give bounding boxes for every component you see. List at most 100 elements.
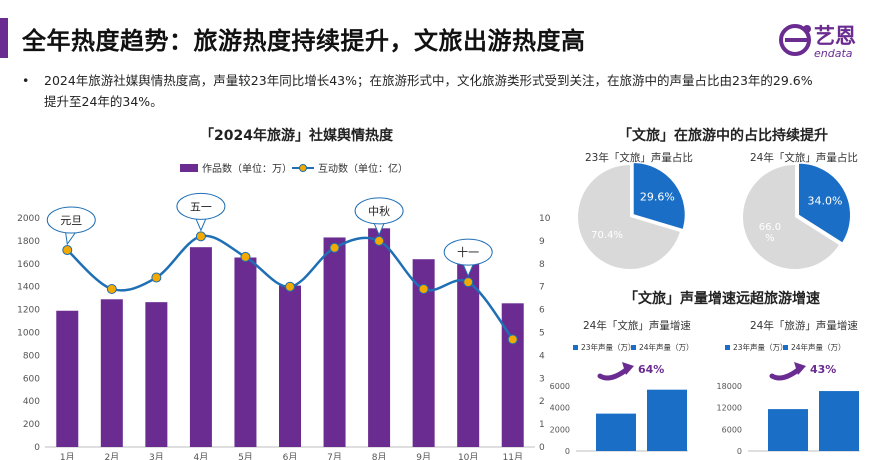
growth-1-arrow-head-icon	[794, 362, 806, 375]
x-tick-label: 3月	[149, 452, 164, 460]
callout-label: 五一	[190, 200, 212, 213]
callout-tail-mask	[372, 216, 387, 223]
pie-1-rest-label: 66.0	[759, 222, 781, 233]
growth-1-legend-label: 23年声量（万）	[733, 342, 788, 352]
line-point-4月	[195, 231, 206, 242]
callout-tail-mask	[193, 212, 208, 219]
growth-section-title: 「文旅」声量增速远超旅游增速	[624, 291, 820, 307]
growth-1-legend-label: 24年声量（万）	[791, 342, 846, 352]
growth-0-legend-swatch	[573, 345, 578, 350]
y-right-tick-label: 5	[539, 329, 545, 339]
x-tick-label: 8月	[372, 452, 387, 460]
growth-1-legend-swatch	[783, 345, 788, 350]
growth-0-legend-label: 23年声量（万）	[581, 342, 636, 352]
bullet-marker: •	[22, 73, 30, 88]
logo-text-cn: 艺恩	[814, 24, 856, 48]
bar-5月	[234, 257, 257, 447]
growth-1-tick: 6000	[722, 425, 742, 434]
y-right-tick-label: 2	[539, 397, 545, 407]
growth-0-rate-label: 64%	[638, 363, 664, 376]
y-right-tick-label: 3	[539, 374, 545, 384]
y-left-tick-label: 1400	[17, 283, 40, 293]
line-point-11月	[507, 334, 518, 345]
page-title: 全年热度趋势：旅游热度持续提升，文旅出游热度高	[22, 27, 586, 55]
title-accent-bar	[0, 18, 8, 58]
legend-line-label: 互动数（单位：亿）	[318, 162, 408, 175]
bar-2月	[100, 299, 123, 447]
x-tick-label: 10月	[458, 452, 478, 460]
y-right-tick-label: 6	[539, 306, 545, 316]
y-left-tick-label: 800	[23, 351, 40, 361]
x-tick-label: 11月	[503, 452, 523, 460]
growth-0-tick: 6000	[550, 382, 570, 391]
brand-logo: 艺恩 endata	[778, 20, 878, 64]
growth-0-tick: 4000	[550, 404, 570, 413]
line-point-10月	[463, 277, 474, 288]
pie-0-highlight-slice	[632, 162, 686, 231]
pie-section-title: 「文旅」在旅游中的占比持续提升	[618, 128, 828, 144]
y-right-tick-label: 4	[539, 351, 545, 361]
y-left-tick-label: 2000	[17, 214, 40, 224]
growth-1-bar-0	[768, 409, 808, 451]
callout-十一: 十一	[443, 238, 493, 278]
pie-0-rest-slice	[578, 165, 680, 269]
x-tick-label: 9月	[416, 452, 431, 460]
growth-0-bar-0	[596, 413, 636, 451]
x-tick-label: 7月	[327, 452, 342, 460]
logo-mark-icon	[779, 24, 811, 56]
bar-1月	[56, 310, 79, 447]
y-left-tick-label: 600	[23, 374, 40, 384]
pie-1-rest-label: %	[765, 233, 775, 244]
x-tick-label: 2月	[104, 452, 119, 460]
bar-11月	[501, 303, 524, 447]
growth-tourism-title: 24年「旅游」声量增速	[750, 320, 858, 332]
callout-label: 元旦	[60, 214, 82, 227]
legend-bar-label: 作品数（单位：万）	[202, 162, 292, 175]
y-left-tick-label: 1000	[17, 329, 40, 339]
callout-bubble	[354, 197, 404, 225]
bar-4月	[189, 247, 212, 447]
growth-culture-title: 24年「文旅」声量增速	[583, 320, 691, 332]
y-right-tick-label: 7	[539, 283, 545, 293]
y-left-tick-label: 1200	[17, 306, 40, 316]
x-tick-label: 4月	[194, 452, 209, 460]
callout-label: 中秋	[368, 204, 390, 218]
line-point-5月	[240, 251, 251, 262]
legend-line-marker	[299, 164, 307, 172]
callout-五一: 五一	[176, 192, 226, 232]
pie-23-title: 23年「文旅」声量占比	[585, 152, 693, 164]
bar-9月	[412, 259, 435, 447]
growth-1-legend-swatch	[725, 345, 730, 350]
growth-0-arrow-icon	[597, 367, 629, 381]
growth-1-tick: 12000	[717, 404, 742, 413]
growth-0-legend-label: 24年声量（万）	[639, 342, 694, 352]
pie-24-title: 24年「文旅」声量占比	[750, 152, 858, 164]
bar-8月	[368, 228, 391, 447]
line-point-7月	[329, 242, 340, 253]
y-left-tick-label: 400	[23, 397, 40, 407]
pie-1-highlight-slice	[798, 162, 852, 244]
callout-中秋: 中秋	[354, 197, 404, 237]
line-point-8月	[374, 235, 385, 246]
y-right-tick-label: 10	[539, 214, 551, 224]
pie-1-highlight-label: 34.0%	[807, 195, 842, 208]
y-right-tick-label: 8	[539, 260, 545, 270]
x-tick-label: 5月	[238, 452, 253, 460]
pie-1-rest-slice	[743, 165, 839, 269]
summary-text: 2024年旅游社媒舆情热度高，声量较23年同比增长43%；在旅游形式中，文化旅游…	[44, 73, 813, 109]
x-tick-label: 6月	[283, 452, 298, 460]
bar-10月	[457, 246, 480, 447]
line-point-6月	[285, 281, 295, 292]
callout-tail-mask	[64, 226, 79, 233]
bar-6月	[279, 285, 301, 447]
pie-0-rest-label: 70.4%	[591, 230, 623, 241]
growth-1-tick: 0	[737, 447, 742, 456]
growth-0-tick: 0	[565, 447, 570, 456]
bar-7月	[323, 237, 346, 447]
growth-0-arrow-head-icon	[622, 362, 634, 375]
growth-1-bar-1	[819, 391, 859, 451]
